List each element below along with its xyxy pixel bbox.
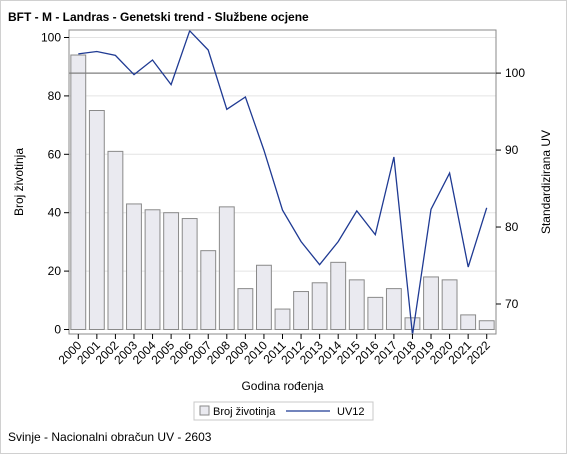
- left-axis-title: Broj životinja: [12, 148, 26, 216]
- uv-line-group: [78, 29, 488, 335]
- bar: [237, 288, 254, 330]
- bar: [460, 314, 477, 330]
- bar: [441, 279, 458, 330]
- bar: [126, 203, 142, 330]
- y-tick-label: 60: [48, 147, 62, 161]
- bar: [293, 291, 309, 331]
- right-axis-ticks: 70 80 90 100: [496, 66, 525, 311]
- chart-title: BFT - M - Landras - Genetski trend - Slu…: [8, 10, 309, 24]
- bar: [478, 320, 495, 330]
- bar: [404, 317, 421, 331]
- bar: [256, 264, 272, 331]
- y2-tick-label: 100: [505, 66, 525, 80]
- bar: [274, 308, 291, 330]
- bar: [70, 54, 87, 331]
- footnote: Svinje - Nacionalni obračun UV - 2603: [8, 430, 212, 444]
- y-tick-label: 0: [54, 323, 61, 337]
- bar: [367, 296, 384, 331]
- bar: [107, 150, 124, 330]
- y-tick-label: 20: [48, 264, 62, 278]
- bar: [311, 282, 328, 330]
- legend-line-label: UV12: [337, 406, 365, 418]
- right-axis-title: Standardizirana UV: [539, 130, 553, 234]
- bars-group: [70, 54, 495, 331]
- bar: [181, 218, 198, 330]
- bar: [163, 212, 180, 330]
- bar: [144, 209, 161, 330]
- left-axis-ticks: 0 20 40 60 80 100: [41, 31, 69, 337]
- legend-bar-swatch: [199, 405, 210, 416]
- y-tick-label: 100: [41, 31, 61, 45]
- bar: [423, 276, 439, 331]
- bar: [385, 288, 402, 330]
- x-axis-title: Godina rođenja: [241, 379, 323, 393]
- bar: [200, 250, 217, 330]
- bar: [88, 110, 105, 330]
- bar: [218, 206, 235, 330]
- y-tick-label: 80: [48, 89, 62, 103]
- legend-box: [193, 401, 374, 421]
- bar: [348, 279, 365, 330]
- bar: [330, 261, 347, 330]
- x-axis-ticks: 2000200120022003200420052006200720082009…: [56, 334, 493, 367]
- legend-bar-label: Broj životinja: [213, 406, 276, 418]
- y-tick-label: 40: [48, 206, 62, 220]
- y2-tick-label: 90: [505, 143, 519, 157]
- y2-tick-label: 80: [505, 220, 519, 234]
- legend: Broj životinja UV12: [193, 401, 374, 421]
- y2-tick-label: 70: [505, 297, 519, 311]
